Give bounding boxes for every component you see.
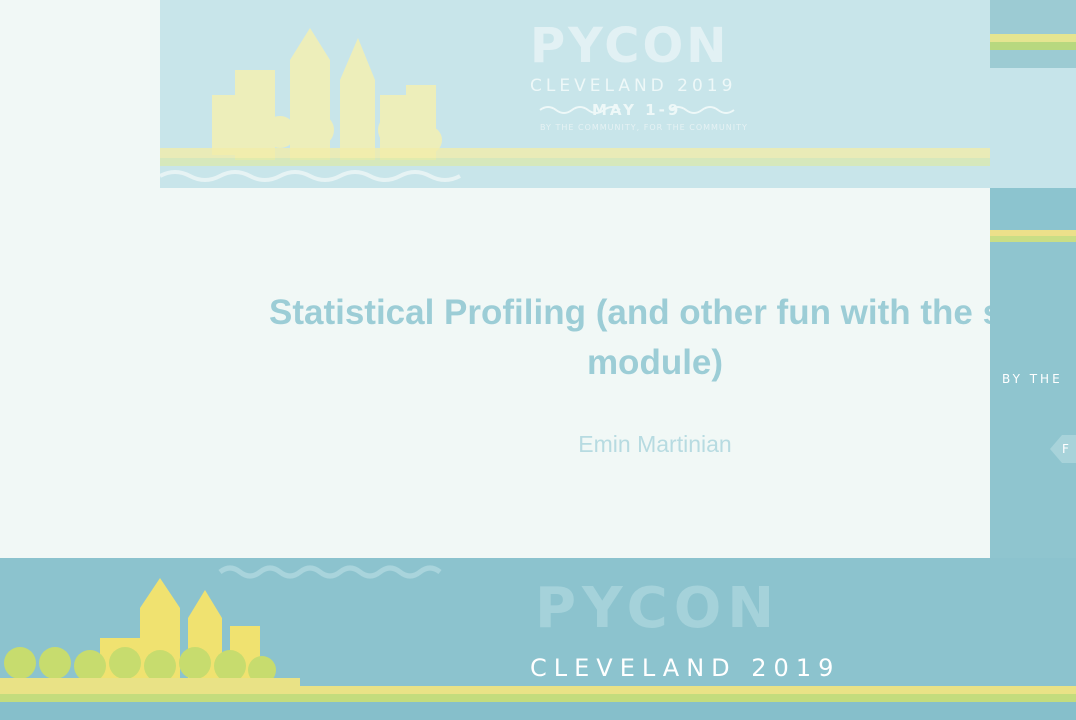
green-stripe	[990, 236, 1076, 242]
talk-author: Emin Martinian	[578, 431, 732, 457]
bottom-city-text: CLEVELAND 2019	[530, 654, 841, 682]
side-f-tag: F	[1050, 435, 1076, 463]
pycon-city-text: CLEVELAND 2019	[530, 76, 737, 96]
cleveland-skyline-icon	[160, 28, 990, 182]
side-panel: BY THE F	[990, 230, 1076, 558]
bottom-pycon-logo: PYCON	[535, 576, 781, 641]
slide-content: Statistical Profiling (and other fun wit…	[0, 188, 1041, 558]
green-stripe	[0, 694, 1076, 702]
green-stripe	[990, 42, 1076, 50]
pycon-tagline: BY THE COMMUNITY, FOR THE COMMUNITY	[540, 123, 748, 132]
pycon-logo-text: PYCON	[530, 18, 730, 74]
yellow-stripe	[0, 686, 1076, 694]
yellow-stripe	[990, 34, 1076, 42]
blue-stripe	[0, 702, 1076, 720]
bottom-banner: PYCON CLEVELAND 2019	[0, 558, 1076, 720]
yellow-stripe	[990, 230, 1076, 236]
side-top-strip	[990, 0, 1076, 68]
talk-title: Statistical Profiling (and other fun wit…	[268, 293, 1042, 382]
side-by-text: BY THE	[1002, 372, 1063, 386]
slide-header-banner: PYCON CLEVELAND 2019 MAY 1-9 BY THE COMM…	[160, 0, 990, 188]
pycon-date-text: MAY 1-9	[592, 101, 682, 119]
cleveland-skyline-bottom-icon	[0, 565, 442, 688]
slide: PYCON CLEVELAND 2019 MAY 1-9 BY THE COMM…	[0, 0, 1041, 558]
